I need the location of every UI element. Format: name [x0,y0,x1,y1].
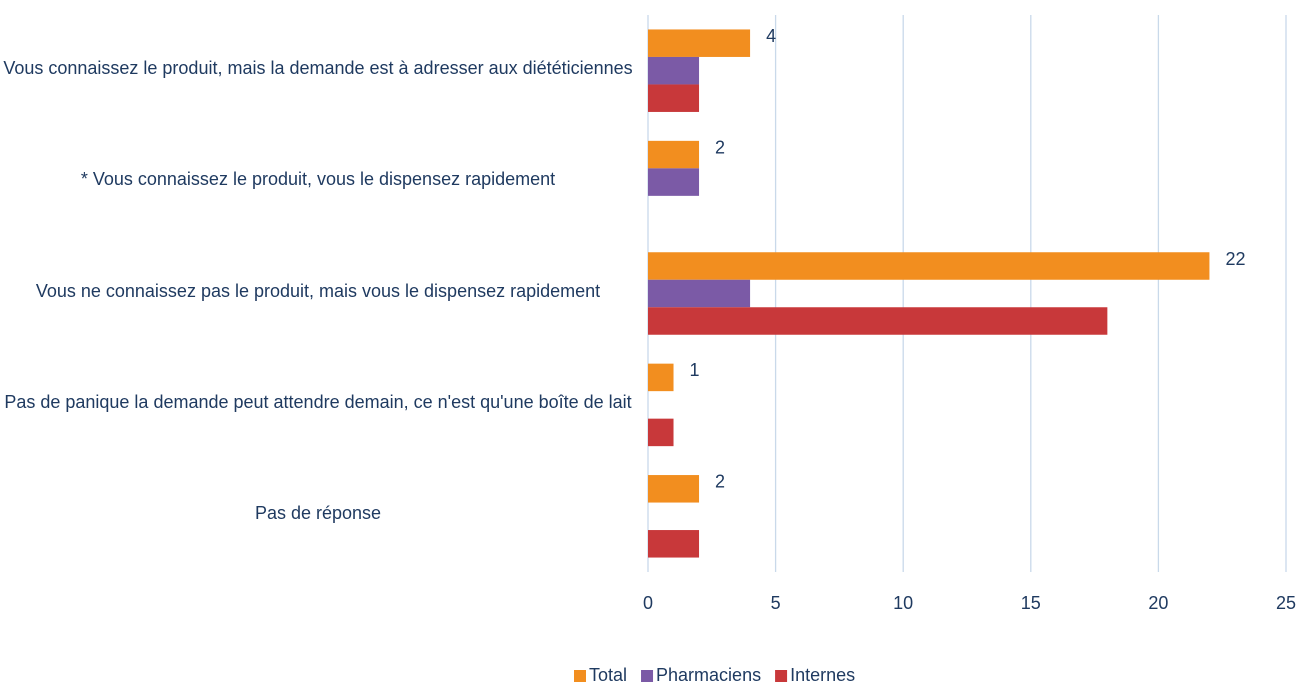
legend-swatch [775,670,788,682]
legend-label: Pharmaciens [656,665,761,685]
bar [648,475,700,503]
bar [648,140,700,169]
bar [648,29,751,57]
data-label: 22 [1225,249,1245,269]
data-label: 1 [690,360,700,380]
bar [648,418,674,447]
x-tick-label: 15 [1021,593,1041,613]
y-tick-label: Pas de panique la demande peut attendre … [4,391,632,412]
bar [648,56,700,85]
y-tick-label: Pas de réponse [254,503,382,524]
bar [648,252,1210,280]
data-label: 4 [766,26,776,46]
x-tick-label: 0 [643,593,653,613]
y-tick-label: Vous ne connaissez pas le produit, mais … [35,280,601,301]
bar [648,279,751,308]
legend-swatch [641,670,654,682]
x-tick-label: 20 [1148,593,1168,613]
x-tick-label: 10 [893,593,913,613]
legend-label: Internes [790,665,855,685]
y-tick-label: * Vous connaissez le produit, vous le di… [80,169,556,190]
bar [648,307,1108,335]
x-tick-label: 5 [771,593,781,613]
x-tick-label: 25 [1276,593,1296,613]
data-label: 2 [715,472,725,492]
bar [648,530,700,558]
bar [648,363,674,392]
y-tick-label: Vous connaissez le produit, mais la dema… [3,57,633,78]
data-label: 2 [715,137,725,157]
bar [648,84,700,112]
bar [648,168,700,196]
legend-label: Total [589,665,627,685]
legend-swatch [574,670,586,682]
